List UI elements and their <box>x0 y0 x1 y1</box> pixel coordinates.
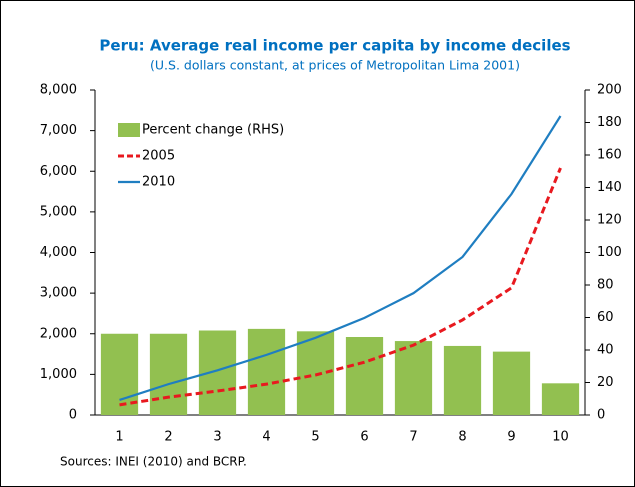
bar <box>247 328 286 415</box>
bar <box>345 337 384 415</box>
legend-label: Percent change (RHS) <box>142 123 284 138</box>
bar <box>492 351 531 415</box>
x-tick-label: 2 <box>164 430 172 445</box>
chart-subtitle: (U.S. dollars constant, at prices of Met… <box>150 58 520 73</box>
y2-tick-label: 180 <box>597 115 622 130</box>
y-tick-label: 8,000 <box>40 83 77 98</box>
x-tick-label: 5 <box>311 430 319 445</box>
line <box>119 167 562 407</box>
y2-tick-label: 40 <box>597 343 614 358</box>
y2-tick-label: 140 <box>597 180 622 195</box>
bar <box>198 330 237 415</box>
legend-label: 2005 <box>142 149 175 164</box>
legend-label: 2010 <box>142 175 175 190</box>
y-tick-label: 6,000 <box>40 164 77 179</box>
bar <box>443 345 482 415</box>
x-tick-label: 3 <box>213 430 221 445</box>
legend-swatch <box>118 123 140 137</box>
y-tick-label: 4,000 <box>40 245 77 260</box>
chart-title: Peru: Average real income per capita by … <box>99 37 570 55</box>
y-tick-label: 0 <box>69 408 77 423</box>
x-tick-label: 6 <box>360 430 368 445</box>
y2-tick-label: 20 <box>597 375 614 390</box>
bar <box>394 341 433 415</box>
x-tick-label: 7 <box>409 430 417 445</box>
x-tick-label: 10 <box>552 430 569 445</box>
y-tick-label: 1,000 <box>40 367 77 382</box>
bar <box>149 333 188 415</box>
y2-tick-label: 120 <box>597 213 622 228</box>
y2-tick-label: 160 <box>597 148 622 163</box>
y-tick-label: 7,000 <box>40 123 77 138</box>
source-note: Sources: INEI (2010) and BCRP. <box>60 455 247 469</box>
line <box>119 115 562 402</box>
y2-tick-label: 200 <box>597 83 622 98</box>
bar <box>296 331 335 415</box>
y2-tick-label: 100 <box>597 245 622 260</box>
bar <box>541 383 580 415</box>
y-tick-label: 2,000 <box>40 326 77 341</box>
y-tick-label: 5,000 <box>40 204 77 219</box>
x-tick-label: 1 <box>115 430 123 445</box>
y2-tick-label: 80 <box>597 278 614 293</box>
x-tick-label: 8 <box>458 430 466 445</box>
x-tick-label: 9 <box>507 430 515 445</box>
y2-tick-label: 60 <box>597 310 614 325</box>
y-tick-label: 3,000 <box>40 286 77 301</box>
y2-tick-label: 0 <box>597 408 605 423</box>
x-tick-label: 4 <box>262 430 270 445</box>
